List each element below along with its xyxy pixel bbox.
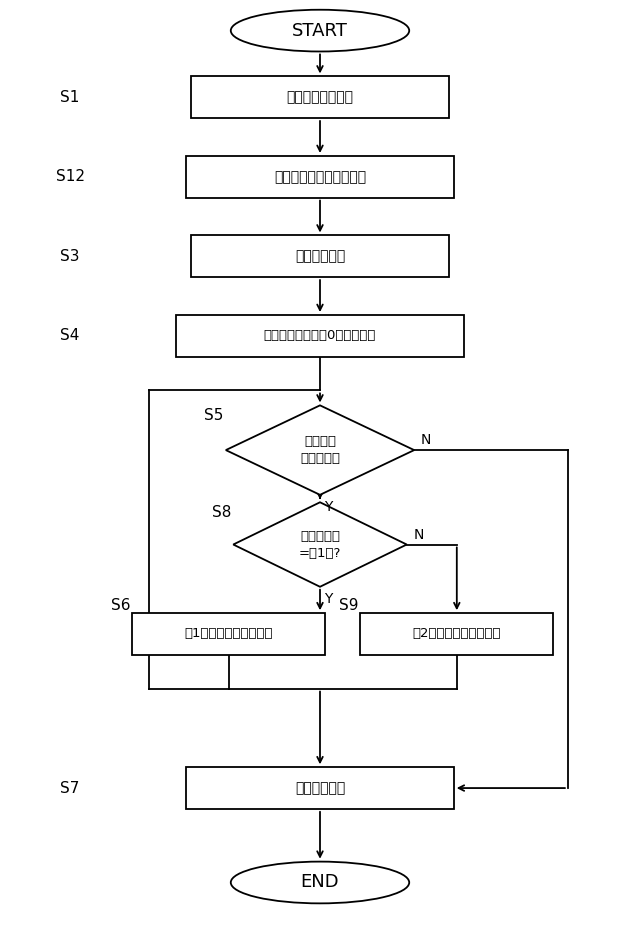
- FancyBboxPatch shape: [360, 613, 554, 655]
- FancyBboxPatch shape: [176, 315, 464, 356]
- Text: N: N: [413, 527, 424, 541]
- Text: 入金確認処理: 入金確認処理: [295, 249, 345, 263]
- Text: S6: S6: [111, 598, 130, 613]
- Text: 回数カウンタに〝0〟をセット: 回数カウンタに〝0〟をセット: [264, 329, 376, 342]
- Text: 取引継続
条件成立？: 取引継続 条件成立？: [300, 435, 340, 465]
- Text: S8: S8: [212, 505, 231, 520]
- Text: N: N: [421, 433, 431, 447]
- Polygon shape: [226, 405, 414, 495]
- Ellipse shape: [231, 9, 409, 51]
- Polygon shape: [233, 502, 407, 587]
- Text: S12: S12: [56, 169, 84, 184]
- Text: END: END: [301, 873, 339, 892]
- Text: ユーザー認証処理: ユーザー認証処理: [287, 90, 353, 104]
- FancyBboxPatch shape: [191, 235, 449, 277]
- Text: S1: S1: [61, 89, 80, 105]
- Text: S9: S9: [339, 598, 358, 613]
- Text: 取引モード
=〝1〟?: 取引モード =〝1〟?: [299, 529, 341, 560]
- Text: S7: S7: [61, 780, 80, 795]
- Text: S4: S4: [61, 328, 80, 343]
- FancyBboxPatch shape: [186, 767, 454, 809]
- FancyBboxPatch shape: [132, 613, 326, 655]
- Text: 取引初期入力・設定処理: 取引初期入力・設定処理: [274, 170, 366, 184]
- FancyBboxPatch shape: [186, 156, 454, 197]
- Text: Y: Y: [324, 499, 332, 513]
- Text: S5: S5: [204, 407, 224, 423]
- Text: 第1の取引支援ルーチン: 第1の取引支援ルーチン: [184, 628, 273, 641]
- Text: Y: Y: [324, 591, 332, 605]
- Text: 第2の取引支援ルーチン: 第2の取引支援ルーチン: [413, 628, 501, 641]
- Text: 取引終了処理: 取引終了処理: [295, 781, 345, 795]
- Text: START: START: [292, 21, 348, 40]
- FancyBboxPatch shape: [191, 76, 449, 118]
- Ellipse shape: [231, 861, 409, 903]
- Text: S3: S3: [60, 248, 80, 264]
